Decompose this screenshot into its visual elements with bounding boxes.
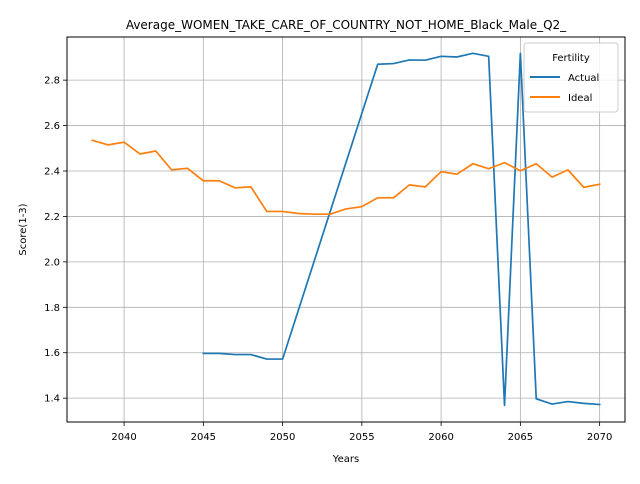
y-tick-label: 2.2 <box>44 212 60 223</box>
x-axis: 2040 2045 2050 2055 2060 2065 2070 <box>111 422 612 443</box>
y-tick-label: 1.8 <box>44 303 60 314</box>
y-axis: 1.4 1.6 1.8 2.0 2.2 2.4 2.6 2.8 <box>44 76 67 405</box>
series-line-ideal <box>91 139 601 216</box>
x-tick-label: 2065 <box>508 432 533 443</box>
x-tick-label: 2070 <box>587 432 612 443</box>
y-tick-label: 2.6 <box>44 121 60 132</box>
y-tick-label: 2.8 <box>44 76 60 87</box>
legend-label-actual: Actual <box>568 73 599 84</box>
plot-frame <box>66 36 626 423</box>
y-tick-label: 1.6 <box>44 348 60 359</box>
legend-box <box>523 42 619 113</box>
x-axis-label: Years <box>332 454 359 465</box>
chart-title: Average_WOMEN_TAKE_CARE_OF_COUNTRY_NOT_H… <box>126 18 567 32</box>
x-tick-label: 2060 <box>428 432 453 443</box>
y-axis-label: Score(1-3) <box>18 203 29 255</box>
x-tick-label: 2050 <box>270 432 295 443</box>
legend-title: Fertility <box>552 53 590 64</box>
legend: Fertility Actual Ideal <box>523 42 619 113</box>
x-tick-label: 2055 <box>349 432 374 443</box>
series-layer <box>91 52 601 407</box>
y-tick-label: 1.4 <box>44 394 60 405</box>
series-line-actual <box>202 52 601 407</box>
x-tick-label: 2045 <box>191 432 216 443</box>
y-tick-label: 2.0 <box>44 257 60 268</box>
legend-label-ideal: Ideal <box>568 93 592 104</box>
x-tick-label: 2040 <box>111 432 136 443</box>
y-tick-label: 2.4 <box>44 167 60 178</box>
